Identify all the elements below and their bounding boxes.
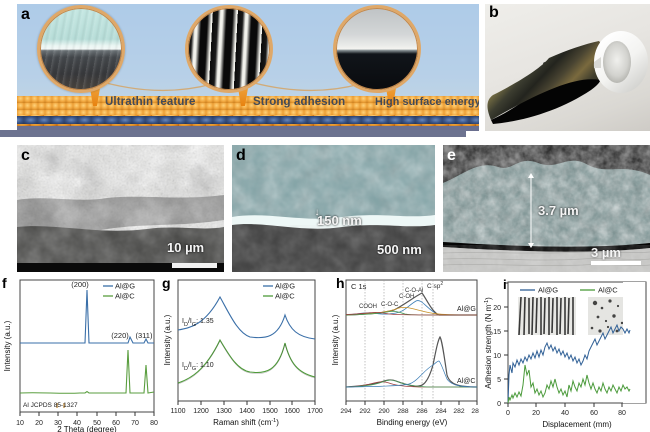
svg-text:C-O-C: C-O-C <box>381 302 399 308</box>
svg-text:(200): (200) <box>71 280 89 289</box>
svg-text:1700: 1700 <box>307 408 323 415</box>
svg-text:1400: 1400 <box>239 408 255 415</box>
svg-text:2 Theta (degree): 2 Theta (degree) <box>57 425 117 432</box>
svg-text:40: 40 <box>561 410 569 417</box>
svg-text:Binding energy (eV): Binding energy (eV) <box>377 418 448 427</box>
svg-text:Displacement (mm): Displacement (mm) <box>542 420 612 429</box>
svg-text:288: 288 <box>397 408 408 415</box>
svg-text:Al@G: Al@G <box>275 282 295 291</box>
svg-text:20: 20 <box>35 420 43 427</box>
svg-text:20: 20 <box>493 305 501 312</box>
svg-text:Al@G: Al@G <box>538 286 558 295</box>
svg-text:Al@C: Al@C <box>598 286 618 295</box>
svg-text:Al@G: Al@G <box>115 282 135 291</box>
svg-text:0: 0 <box>497 401 501 408</box>
svg-text:0: 0 <box>506 410 510 417</box>
svg-text:80: 80 <box>150 420 158 427</box>
svg-text:1300: 1300 <box>216 408 232 415</box>
svg-text:5: 5 <box>497 377 501 384</box>
svg-text:Intensity (a.u.): Intensity (a.u.) <box>163 314 172 365</box>
svg-text:Al@C: Al@C <box>115 292 135 301</box>
svg-text:Al@C: Al@C <box>457 378 475 385</box>
svg-text:10: 10 <box>16 420 24 427</box>
svg-text:Al@G: Al@G <box>457 306 476 313</box>
svg-text:Intensity (a.u.): Intensity (a.u.) <box>3 320 12 371</box>
svg-text:280: 280 <box>471 408 479 415</box>
svg-text:C-O-Al: C-O-Al <box>405 288 423 294</box>
svg-text:C 1s: C 1s <box>351 282 367 291</box>
svg-text:1600: 1600 <box>284 408 300 415</box>
svg-text:292: 292 <box>359 408 370 415</box>
svg-text:(220): (220) <box>111 331 129 340</box>
svg-text:70: 70 <box>131 420 139 427</box>
svg-text:60: 60 <box>590 410 598 417</box>
svg-text:COOH: COOH <box>359 304 377 310</box>
svg-text:286: 286 <box>416 408 427 415</box>
svg-text:1100: 1100 <box>170 408 185 415</box>
svg-text:10: 10 <box>493 353 501 360</box>
svg-text:1500: 1500 <box>262 408 278 415</box>
svg-text:(311): (311) <box>136 331 153 340</box>
svg-text:1200: 1200 <box>193 408 209 415</box>
svg-text:Intensity (a.u.): Intensity (a.u.) <box>331 314 340 365</box>
svg-text:Al@C: Al@C <box>275 292 295 301</box>
svg-text:Al JCPDS 85-1327: Al JCPDS 85-1327 <box>23 402 78 409</box>
svg-text:290: 290 <box>378 408 389 415</box>
svg-text:80: 80 <box>618 410 626 417</box>
svg-text:282: 282 <box>453 408 464 415</box>
svg-text:284: 284 <box>435 408 446 415</box>
svg-text:294: 294 <box>340 408 351 415</box>
svg-text:C-OH: C-OH <box>399 294 414 300</box>
svg-text:Adhesion strength (N m-1): Adhesion strength (N m-1) <box>484 297 493 389</box>
svg-text:15: 15 <box>493 329 501 336</box>
svg-text:Raman shift (cm-1): Raman shift (cm-1) <box>213 418 279 427</box>
svg-text:20: 20 <box>532 410 540 417</box>
